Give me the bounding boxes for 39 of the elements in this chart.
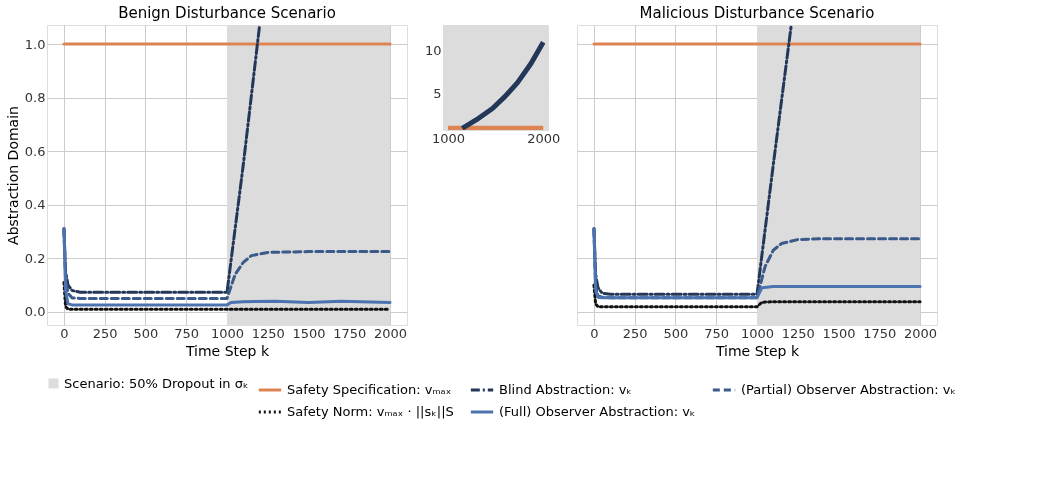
y-tick-label: 5 [433, 86, 442, 102]
x-tick-label: 1750 [863, 325, 897, 341]
x-tick-label: 250 [622, 325, 648, 341]
x-tick-label: 750 [704, 325, 730, 341]
x-tick-label: 2000 [527, 130, 561, 146]
x-axis-title: Time Step k [714, 342, 800, 359]
y-tick-label: 0.0 [24, 304, 46, 320]
x-tick-label: 1250 [781, 325, 815, 341]
legend-label: (Partial) Observer Abstraction: vₖ [741, 382, 957, 397]
x-tick-label: 250 [92, 325, 118, 341]
x-tick-label: 1500 [292, 325, 326, 341]
legend-label: (Full) Observer Abstraction: vₖ [499, 404, 696, 419]
legend-label: Blind Abstraction: vₖ [499, 382, 632, 397]
x-axis-title: Time Step k [184, 342, 270, 359]
y-tick-label: 0.2 [24, 250, 46, 266]
y-tick-label: 0.6 [24, 143, 46, 159]
y-axis-title: Abstraction Domain [4, 106, 21, 245]
x-tick-label: 2000 [374, 325, 408, 341]
y-tick-label: 10 [424, 43, 442, 59]
x-tick-label: 1750 [333, 325, 367, 341]
chart-title: Benign Disturbance Scenario [118, 4, 336, 22]
x-tick-label: 0 [60, 325, 69, 341]
x-tick-label: 1500 [822, 325, 856, 341]
x-tick-label: 1000 [210, 325, 245, 341]
x-tick-label: 500 [663, 325, 689, 341]
chart-title: Malicious Disturbance Scenario [639, 4, 875, 22]
x-tick-label: 1000 [431, 130, 465, 146]
legend-label: Scenario: 50% Dropout in σₖ [64, 375, 249, 391]
y-tick-label: 1.0 [24, 36, 46, 52]
x-tick-label: 0 [590, 325, 599, 341]
x-tick-label: 2000 [904, 325, 938, 341]
x-tick-label: 750 [174, 325, 200, 341]
legend-label: Safety Norm: vₘₐₓ · ||sₖ||S [287, 404, 454, 419]
y-tick-label: 0.4 [24, 197, 46, 213]
legend-label: Safety Specification: vₘₐₓ [287, 382, 452, 397]
y-tick-label: 0.8 [24, 90, 46, 106]
x-tick-label: 500 [133, 325, 159, 341]
x-tick-label: 1250 [251, 325, 285, 341]
x-tick-label: 1000 [740, 325, 775, 341]
